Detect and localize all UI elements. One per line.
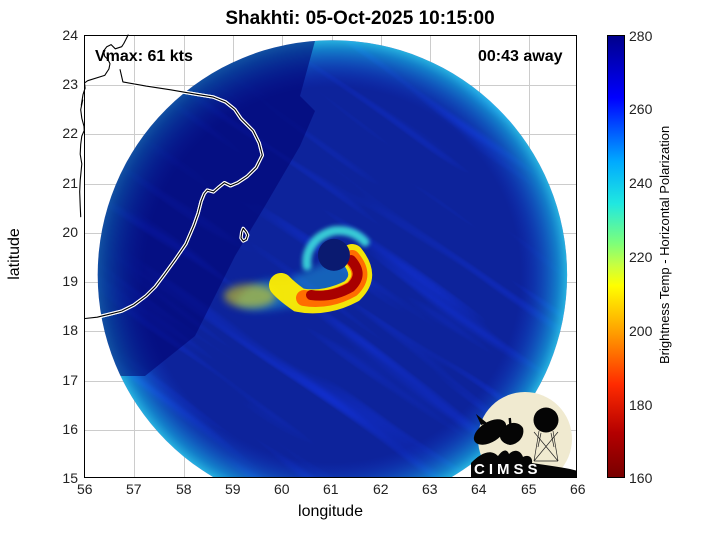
svg-text:CIMSS: CIMSS [474,461,542,478]
